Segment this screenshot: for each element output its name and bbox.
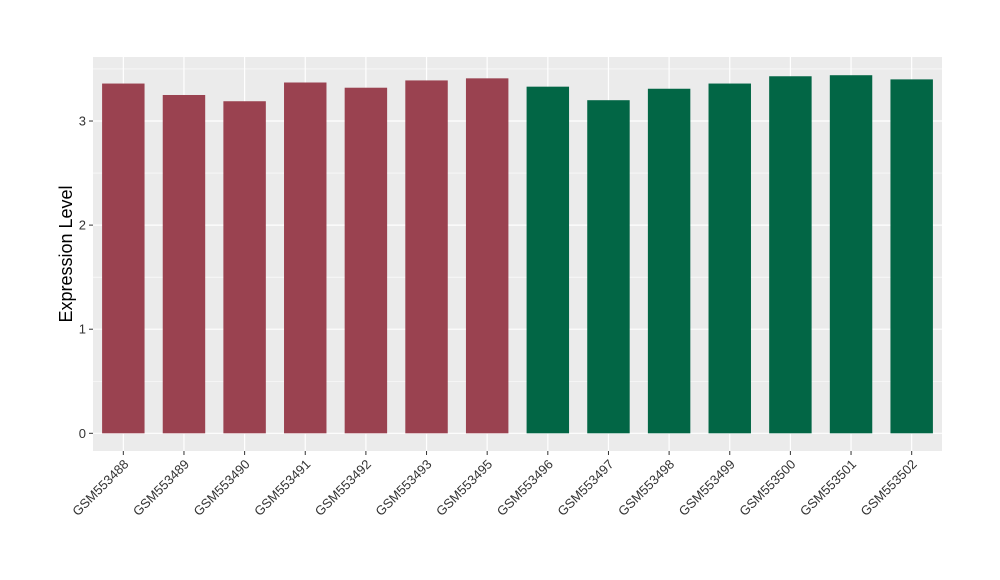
x-tick-label: GSM553497 [554, 457, 616, 519]
bar [405, 80, 448, 434]
bar [526, 86, 570, 434]
bar [829, 75, 873, 434]
x-tick-label: GSM553491 [251, 457, 313, 519]
x-tick-label: GSM553500 [736, 457, 798, 519]
x-tick-label: GSM553502 [858, 457, 920, 519]
bar [162, 94, 206, 434]
x-tick-label: GSM553492 [312, 457, 374, 519]
bar [587, 100, 630, 434]
bar [465, 78, 509, 434]
x-tick-label: GSM553498 [615, 457, 677, 519]
bar [890, 79, 933, 434]
y-tick-label: 2 [79, 218, 86, 233]
bar [102, 83, 145, 434]
x-tick-label: GSM553496 [494, 457, 556, 519]
bar [344, 87, 388, 434]
y-axis-label: Expression Level [56, 185, 76, 322]
y-tick-label: 0 [79, 426, 86, 441]
x-tick-label: GSM553488 [69, 457, 131, 519]
y-tick-label: 1 [79, 322, 86, 337]
bar [708, 83, 751, 434]
y-tick-label: 3 [79, 114, 86, 129]
x-tick-label: GSM553501 [797, 457, 859, 519]
bar [647, 88, 691, 434]
x-tick-label: GSM553489 [130, 457, 192, 519]
bar [284, 82, 327, 434]
x-tick-label: GSM553490 [191, 457, 253, 519]
x-tick-label: GSM553499 [676, 457, 738, 519]
bar [769, 76, 812, 434]
plot-panel [93, 57, 942, 451]
bar [223, 101, 266, 434]
x-tick-label: GSM553493 [372, 457, 434, 519]
x-tick-label: GSM553495 [433, 457, 495, 519]
